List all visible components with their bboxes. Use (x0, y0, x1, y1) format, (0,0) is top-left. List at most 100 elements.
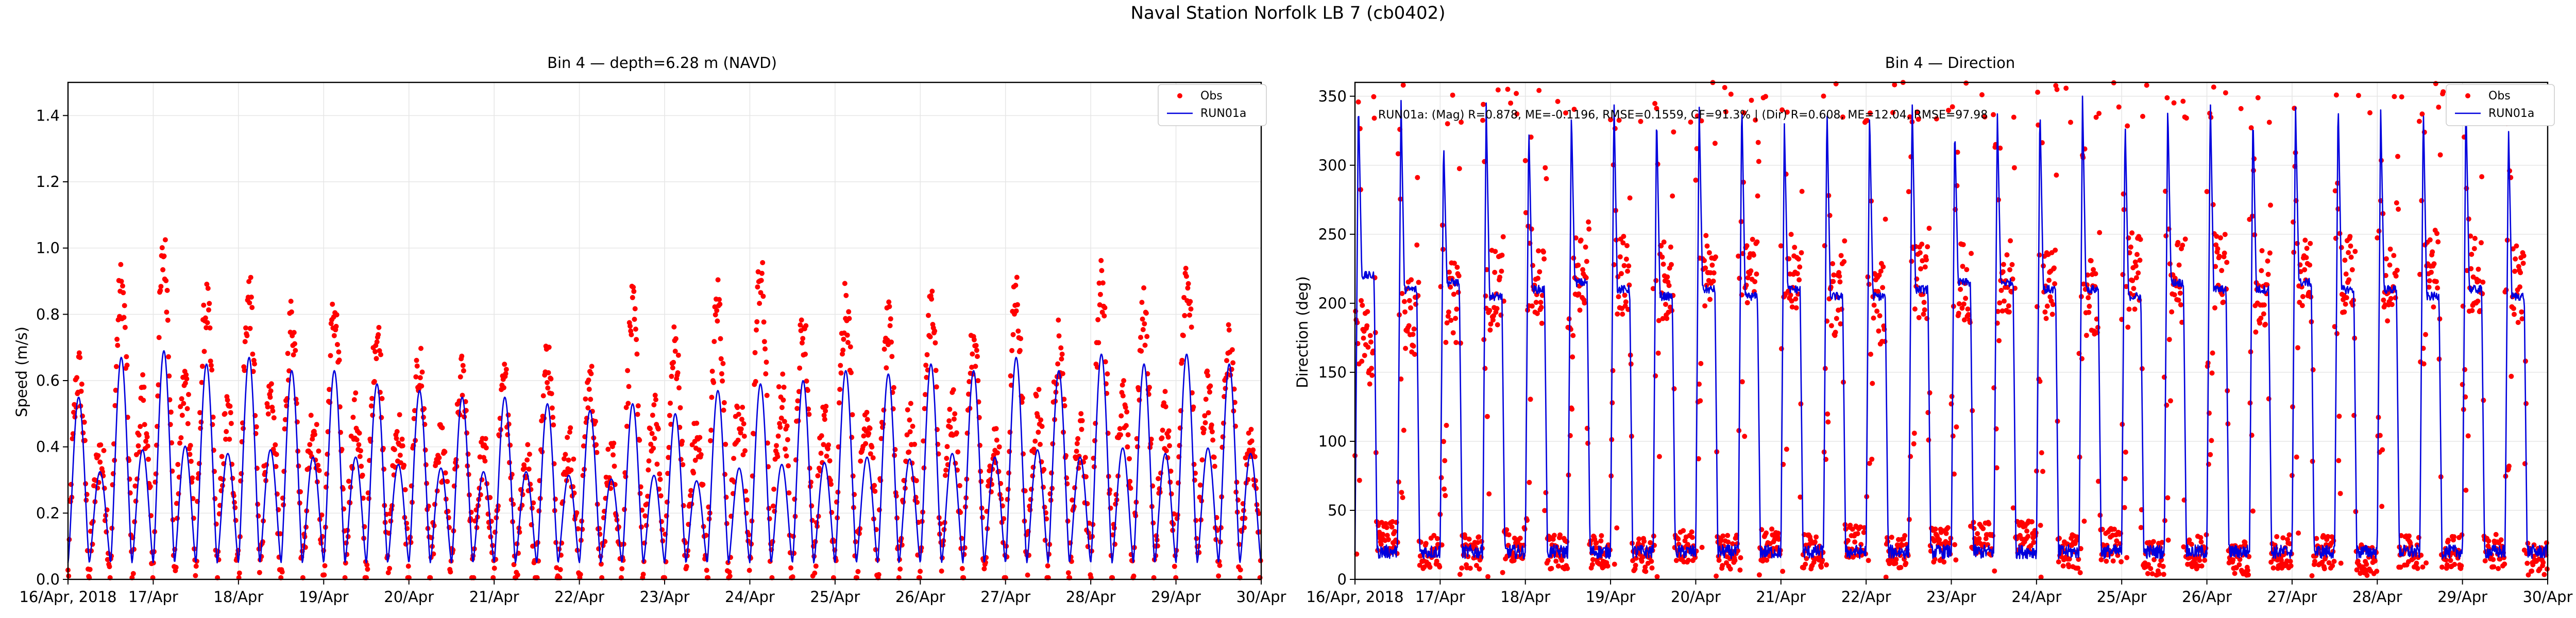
speed-obs-point (1212, 464, 1217, 469)
speed-obs-point (316, 448, 321, 454)
speed-obs-point (1124, 409, 1130, 415)
direction-obs-point (1722, 85, 1727, 90)
speed-obs-point (285, 351, 291, 356)
speed-obs-point (492, 565, 497, 571)
direction-obs-point (1614, 525, 1620, 531)
direction-obs-point (1707, 297, 1713, 302)
direction-obs-point (2433, 279, 2439, 284)
direction-obs-point (1750, 236, 1755, 242)
direction-obs-point (1386, 537, 1391, 542)
direction-obs-point (1454, 306, 1460, 312)
speed-obs-point (704, 568, 709, 573)
speed-obs-point (764, 359, 769, 365)
direction-obs-point (2011, 114, 2016, 120)
direction-obs-point (1778, 346, 1784, 352)
direction-obs-point (2302, 267, 2308, 272)
speed-obs-point (671, 359, 676, 365)
direction-obs-point (1500, 234, 1506, 239)
speed-obs-point (799, 317, 804, 323)
direction-obs-point (1675, 536, 1681, 542)
speed-obs-point (541, 416, 547, 421)
direction-obs-point (1975, 531, 1980, 537)
direction-obs-point (1565, 565, 1570, 571)
direction-obs-point (2307, 262, 2313, 268)
direction-obs-point (2389, 302, 2395, 307)
speed-obs-point (291, 330, 297, 335)
speed-obs-point (673, 336, 679, 341)
direction-obs-point (1639, 558, 1645, 564)
speed-obs-point (586, 386, 592, 392)
speed-obs-point (846, 316, 852, 321)
direction-obs-point (1689, 535, 1695, 540)
speed-obs-point (670, 365, 675, 371)
speed-obs-point (350, 415, 356, 420)
direction-obs-point (1669, 262, 1674, 267)
speed-obs-point (1036, 387, 1042, 392)
speed-obs-point (823, 408, 828, 414)
speed-x-tick-label: 17/Apr (128, 588, 178, 606)
speed-obs-point (412, 408, 417, 414)
speed-obs-point (354, 437, 360, 442)
speed-obs-point (212, 496, 218, 502)
direction-obs-point (1577, 307, 1583, 313)
direction-obs-point (1812, 539, 1818, 545)
direction-obs-point (1742, 434, 1748, 439)
direction-obs-point (1709, 262, 1715, 268)
speed-obs-point (1127, 478, 1133, 484)
direction-obs-point (2044, 303, 2050, 309)
direction-obs-point (1415, 175, 1420, 180)
speed-obs-point (132, 483, 138, 489)
direction-obs-point (1727, 566, 1733, 572)
direction-obs-point (2512, 312, 2517, 317)
speed-obs-point (1032, 438, 1038, 444)
direction-obs-point (1372, 330, 1378, 335)
speed-obs-point (1007, 430, 1013, 435)
speed-obs-point (947, 406, 953, 412)
speed-obs-point (944, 456, 950, 461)
speed-obs-point (199, 364, 205, 369)
speed-obs-point (257, 570, 262, 575)
speed-obs-point (168, 409, 174, 415)
direction-obs-point (1359, 298, 1364, 303)
speed-obs-point (1050, 441, 1056, 447)
direction-obs-point (2197, 558, 2202, 563)
speed-obs-point (998, 496, 1004, 502)
speed-obs-point (1120, 393, 1126, 399)
speed-obs-point (268, 388, 274, 393)
direction-obs-point (2050, 302, 2056, 307)
speed-obs-point (637, 437, 642, 443)
speed-obs-point (650, 413, 655, 418)
speed-obs-point (177, 440, 182, 446)
direction-obs-point (1479, 539, 1484, 544)
speed-obs-point (360, 472, 365, 478)
direction-obs-point (1842, 238, 1848, 244)
direction-obs-point (2166, 337, 2172, 342)
direction-obs-point (1754, 239, 1760, 245)
speed-obs-point (785, 437, 790, 442)
speed-obs-point (581, 443, 586, 449)
speed-obs-point (392, 447, 397, 452)
speed-obs-point (938, 521, 943, 526)
speed-obs-point (248, 295, 254, 300)
speed-obs-point (330, 301, 335, 307)
direction-obs-point (1992, 568, 1997, 574)
speed-obs-point (1180, 333, 1186, 338)
speed-obs-point (675, 370, 681, 375)
direction-obs-point (2265, 271, 2271, 277)
direction-obs-point (1384, 525, 1389, 530)
direction-obs-point (2420, 564, 2426, 570)
speed-obs-point (1092, 438, 1097, 443)
speed-obs-point (273, 464, 279, 469)
speed-obs-point (671, 324, 677, 330)
speed-obs-point (522, 466, 528, 471)
speed-obs-point (786, 463, 791, 469)
speed-obs-point (631, 284, 636, 290)
direction-obs-point (2123, 450, 2128, 455)
speed-obs-point (858, 458, 863, 464)
speed-obs-point (626, 384, 632, 389)
speed-obs-point (1134, 444, 1140, 450)
direction-obs-point (2029, 519, 2035, 525)
speed-obs-point (731, 456, 737, 461)
speed-obs-point (399, 436, 405, 442)
direction-obs-point (2448, 558, 2453, 563)
